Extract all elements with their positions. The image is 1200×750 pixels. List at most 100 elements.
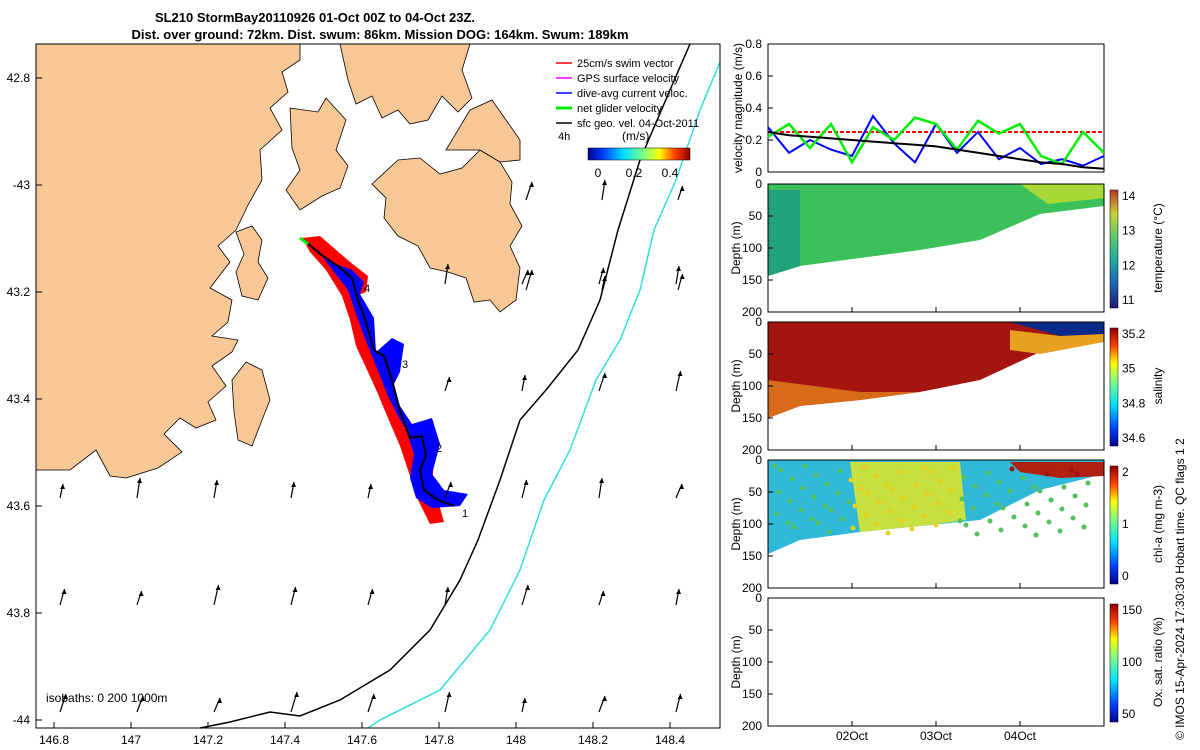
map-x-tick-label: 147.4: [270, 733, 300, 747]
chla-sample: [885, 530, 891, 536]
depth-axis-label: Depth (m): [729, 635, 743, 688]
colorbar-tick-1: 0.2: [626, 166, 643, 180]
sfc-velocity-arrowhead: [522, 375, 527, 380]
time-tick-label: 02Oct: [836, 729, 869, 743]
chla-sample: [1070, 515, 1076, 521]
chla-sample: [863, 512, 869, 518]
depth-tick-label: 200: [742, 443, 762, 457]
velocity-y-tick-label: 0.4: [745, 101, 762, 115]
chla-sample: [1031, 484, 1037, 490]
chla-sample: [791, 524, 797, 530]
chla-sample: [924, 491, 930, 497]
sfc-velocity-arrowhead: [369, 589, 375, 594]
section-colorbar-tick: 11: [1122, 293, 1135, 307]
section-colorbar-tick: 50: [1122, 707, 1136, 721]
sfc-velocity-arrowhead: [602, 276, 607, 281]
map-y-tick-label: 43.8: [7, 606, 31, 620]
south-arm-peninsula: [235, 225, 269, 301]
chla-sample: [887, 508, 893, 514]
chla-sample: [1044, 471, 1050, 477]
chla-sample: [1037, 488, 1043, 494]
chla-sample: [994, 501, 1000, 507]
chla-sample: [900, 495, 906, 501]
time-tick-label: 03Oct: [920, 729, 953, 743]
section-panels: 0 50 100 150 200 Depth (m) 0 50 100 150 200 Depth (…: [729, 177, 1105, 733]
sfc-geo-velocity-arrows: [59, 179, 685, 713]
chla-sample: [889, 486, 895, 492]
speed-colorbar-gradient: [587, 147, 691, 161]
waypoint-3: 3: [402, 359, 408, 371]
map-x-tick-label: 147.6: [347, 733, 377, 747]
speed-colorbar: 4h (m/s): [558, 129, 691, 180]
chla-sample: [1081, 524, 1087, 530]
depth-tick-label: 150: [742, 411, 762, 425]
velocity-series-net-glider-velocity: [767, 116, 1105, 166]
legend-label: sfc geo. vel. 04-Oct-2011: [577, 118, 699, 130]
sfc-velocity-arrowhead: [294, 692, 299, 697]
section-colorbar-gradient: [1109, 603, 1119, 723]
chla-sample: [985, 470, 991, 476]
velocity-ylabel: velocity magnitude (m/s): [731, 43, 745, 173]
isobath-200m: [199, 43, 691, 729]
chla-sample: [998, 527, 1004, 533]
chla-sample: [920, 465, 926, 471]
chla-sample: [950, 465, 956, 471]
net-glider-segment: [299, 236, 309, 246]
depth-tick-label: 100: [742, 655, 762, 669]
sfc-velocity-arrowhead: [368, 484, 373, 489]
chla-sample: [865, 490, 871, 496]
mainland-west: [35, 43, 301, 479]
section-colorbar-tick: 35.2: [1122, 327, 1146, 341]
chla-sample: [970, 505, 976, 511]
depth-tick-label: 150: [742, 687, 762, 701]
chla-sample: [1024, 501, 1030, 507]
chla-sample: [937, 478, 943, 484]
chla-sample: [1072, 493, 1078, 499]
chla-sample: [785, 520, 791, 526]
depth-tick-label: 50: [749, 209, 763, 223]
legend-label: 25cm/s swim vector: [577, 58, 674, 70]
chla-sample: [1057, 528, 1063, 534]
sfc-velocity-arrowhead: [679, 274, 685, 279]
swim-vectors: [302, 236, 444, 524]
map-x-tick-label: 146.8: [39, 733, 69, 747]
velocity-panel: 0 0.2 0.4 0.6 0.8 velocity magnitude (m/s): [731, 37, 1105, 179]
chla-sample: [774, 511, 780, 517]
depth-tick-label: 100: [742, 241, 762, 255]
chla-sample: [835, 490, 841, 496]
chla-sample: [935, 500, 941, 506]
timestep-label: 4h: [558, 131, 570, 143]
chla-sample: [778, 467, 784, 473]
section-colorbar-tick: 34.8: [1122, 396, 1146, 410]
chla-sample: [1048, 497, 1054, 503]
sfc-velocity-arrowhead: [600, 268, 606, 273]
chla-sample: [983, 492, 989, 498]
sfc-velocity-arrowhead: [138, 591, 144, 596]
chla-sample: [1007, 488, 1013, 494]
depth-tick-label: 150: [742, 273, 762, 287]
sfc-velocity-arrowhead: [602, 373, 607, 378]
depth-tick-label: 200: [742, 719, 762, 733]
sfc-velocity-arrowhead: [292, 587, 298, 592]
chla-sample: [1061, 484, 1067, 490]
chla-sample: [922, 513, 928, 519]
sfc-velocity-arrowhead: [445, 264, 450, 269]
chla-sample: [1046, 519, 1052, 525]
chla-sample: [815, 520, 821, 526]
map-x-tick-label: 148.4: [655, 733, 685, 747]
forestier-peninsula: [371, 149, 523, 313]
map-panel: 1 2 3 4 146.8 147 147.2 147.4 147.6 147.8 148 1…: [7, 43, 721, 747]
sfc-velocity-arrowhead: [63, 694, 68, 699]
colorbar-tick-0: 0: [595, 166, 602, 180]
chla-sample: [1083, 502, 1089, 508]
chla-sample: [839, 516, 845, 522]
temperature-fill: [768, 184, 1104, 276]
depth-tick-label: 0: [755, 591, 762, 605]
isobath-1000m: [367, 61, 721, 729]
sfc-velocity-arrowhead: [61, 589, 67, 594]
chla-fill-bloom: [850, 462, 966, 532]
chla-sample: [963, 522, 969, 528]
chla-sample: [822, 503, 828, 509]
chla-sample: [926, 469, 932, 475]
